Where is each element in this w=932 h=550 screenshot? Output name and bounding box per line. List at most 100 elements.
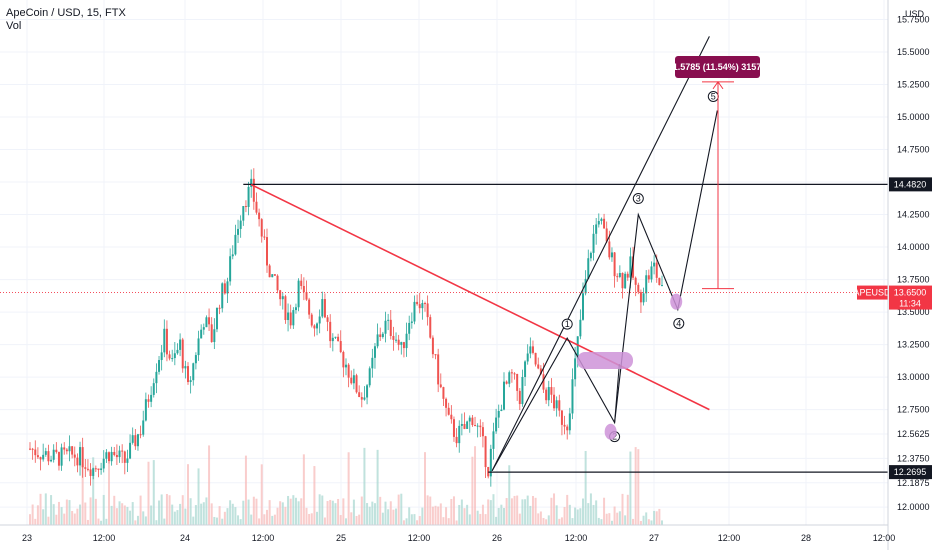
volume-bar bbox=[292, 495, 295, 525]
candle-body bbox=[76, 457, 79, 466]
candle-body bbox=[165, 328, 168, 355]
candle-body bbox=[168, 354, 171, 359]
candle-body bbox=[439, 384, 442, 388]
wave-label-text: 3 bbox=[636, 194, 641, 204]
volume-bar bbox=[305, 507, 308, 525]
volume-bar bbox=[181, 495, 184, 525]
volume-bar bbox=[115, 508, 118, 525]
time-axis[interactable]: 23 12:00 24 12:00 25 12:00 26 12:00 27 12:00 28 12:… bbox=[0, 524, 896, 543]
volume-bar bbox=[71, 510, 74, 525]
price-axis[interactable]: 12.0000 12.1875 12.3750 12.5625 12.7500 13.00… bbox=[887, 0, 932, 550]
volume-bar bbox=[626, 494, 629, 525]
candle-body bbox=[402, 342, 405, 349]
candle-body bbox=[621, 273, 624, 289]
volume-bar bbox=[42, 509, 45, 525]
volume-bar bbox=[655, 511, 658, 525]
candle-body bbox=[31, 448, 34, 450]
candle-body bbox=[574, 358, 577, 380]
volume-bar bbox=[326, 501, 329, 525]
price-tick-label: 13.5000 bbox=[897, 307, 930, 317]
candle-body bbox=[337, 336, 340, 342]
candle-body bbox=[505, 381, 508, 384]
volume-bar bbox=[526, 495, 529, 525]
volume-bar bbox=[618, 511, 621, 525]
candle-body bbox=[653, 262, 656, 267]
candle-body bbox=[223, 283, 226, 294]
volume-bar bbox=[173, 511, 176, 525]
volume-bar bbox=[534, 497, 537, 525]
volume-bar bbox=[658, 508, 661, 525]
candle-body bbox=[266, 237, 268, 266]
volume-bar bbox=[110, 505, 113, 525]
price-tick-label: 15.2500 bbox=[897, 79, 930, 89]
candle-body bbox=[463, 423, 466, 429]
candle-body bbox=[550, 387, 553, 395]
measure-label-bg bbox=[675, 56, 760, 78]
candle-body bbox=[521, 376, 524, 405]
candle-body bbox=[539, 368, 542, 375]
candle-body bbox=[294, 307, 297, 311]
volume-bar bbox=[255, 498, 258, 525]
price-tick-label: 14.2500 bbox=[897, 210, 930, 220]
volume-bar bbox=[131, 502, 134, 525]
candle-body bbox=[81, 447, 84, 468]
price-tick-label: 15.0000 bbox=[897, 112, 930, 122]
candle-body bbox=[79, 447, 82, 466]
price-axis-bg bbox=[888, 0, 932, 550]
candle-body bbox=[242, 206, 245, 221]
volume-bar bbox=[384, 501, 387, 525]
volume-bar bbox=[200, 503, 203, 525]
candle-body bbox=[155, 371, 158, 384]
measure-label-text: 1.5785 (11.54%) 3157 bbox=[673, 62, 762, 72]
candle-body bbox=[560, 410, 563, 425]
candle-body bbox=[105, 452, 108, 459]
candle-body bbox=[495, 417, 498, 432]
volume-bar bbox=[437, 506, 440, 525]
volume-bar bbox=[550, 497, 553, 525]
bar-countdown: 11:34 bbox=[899, 299, 921, 309]
volume-bar bbox=[31, 504, 34, 525]
price-tick-label: 14.0000 bbox=[897, 242, 930, 252]
candle-body bbox=[592, 233, 595, 253]
volume-bar bbox=[650, 520, 653, 525]
candle-body bbox=[460, 423, 463, 426]
price-tick-label: 12.1875 bbox=[897, 478, 930, 488]
volume-bar bbox=[397, 494, 400, 525]
candle-body bbox=[587, 258, 590, 279]
candle-body bbox=[226, 281, 229, 294]
candle-body bbox=[273, 274, 276, 276]
volume-bar bbox=[231, 503, 234, 525]
candlesticks bbox=[29, 168, 663, 487]
candle-body bbox=[305, 292, 308, 300]
candle-body bbox=[387, 319, 390, 321]
volume-bar bbox=[460, 499, 463, 525]
volume-bar bbox=[431, 506, 434, 525]
chart-drawings[interactable]: APEUSD123451.5785 (11.54%) 3157 bbox=[0, 36, 891, 473]
volume-bar bbox=[595, 500, 598, 525]
volume-bar bbox=[476, 510, 479, 525]
volume-bar bbox=[621, 493, 624, 525]
volume-bar bbox=[150, 505, 153, 525]
candle-body bbox=[126, 458, 129, 463]
volume-bar bbox=[531, 495, 534, 525]
price-tick-label: 12.7500 bbox=[897, 405, 930, 415]
candle-body bbox=[658, 277, 661, 286]
volume-bar bbox=[334, 503, 337, 525]
time-tick-label: 12:00 bbox=[873, 533, 896, 543]
volume-bar bbox=[408, 507, 411, 525]
candle-body bbox=[366, 385, 369, 398]
volume-bar bbox=[266, 509, 268, 525]
candle-body bbox=[176, 349, 179, 354]
candle-body bbox=[318, 316, 321, 324]
candle-body bbox=[513, 373, 516, 375]
wave-channel-line bbox=[491, 36, 710, 471]
candle-body bbox=[661, 285, 663, 287]
candle-body bbox=[71, 446, 74, 455]
time-tick-label: 26 bbox=[492, 533, 502, 543]
volume-bar bbox=[108, 462, 110, 525]
volume-bar bbox=[563, 507, 566, 525]
volume-bar bbox=[323, 517, 326, 525]
volume-bar bbox=[429, 496, 432, 525]
volume-bar bbox=[587, 503, 590, 525]
